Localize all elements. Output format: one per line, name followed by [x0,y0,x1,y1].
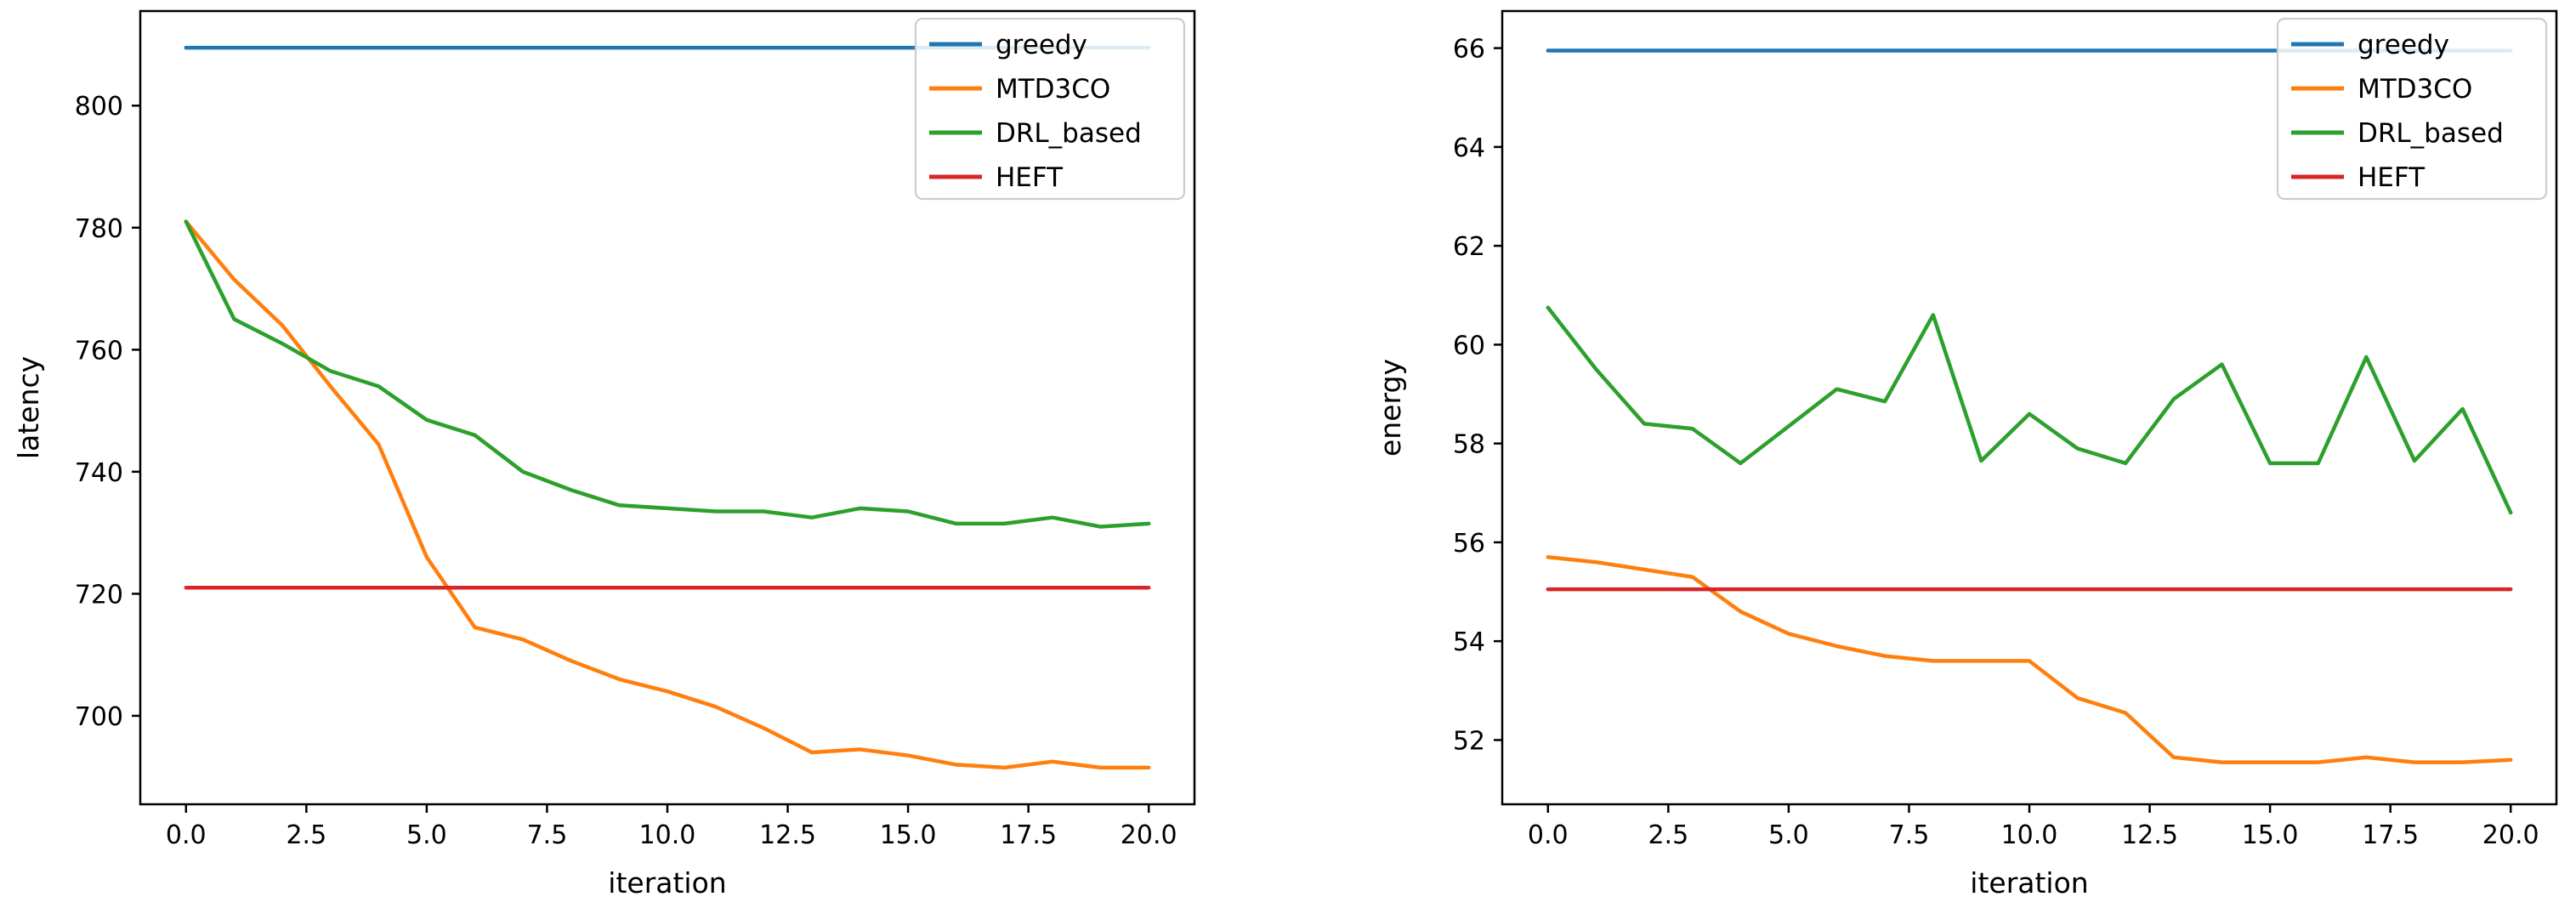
y-tick-label: 56 [1453,529,1485,559]
y-axis-label: energy [1374,359,1407,457]
legend: greedy MTD3CO DRL_based HEFT [914,17,1186,201]
legend-box [914,17,1186,201]
x-axis-ticks: 0.0 2.5 5.0 7.5 10.0 12.5 15.0 17.5 20.0 [1528,804,2539,850]
y-tick-label: 54 [1453,627,1485,657]
series-line-DRL_based [1546,305,2513,515]
y-axis-label: latency [12,356,45,459]
y-tick-label: 52 [1453,726,1485,756]
y-tick-label: 66 [1453,35,1485,65]
y-tick-label: 700 [75,702,123,732]
x-tick-label: 20.0 [1121,820,1177,850]
y-tick-label: 780 [75,214,123,244]
x-tick-label: 12.5 [2121,820,2178,850]
x-tick-label: 7.5 [1889,820,1930,850]
legend-label-HEFT: HEFT [996,162,1064,193]
legend-label-greedy: greedy [2358,30,2449,60]
y-tick-label: 62 [1453,232,1485,262]
legend-label-DRL_based: DRL_based [2358,118,2504,149]
series-line-MTD3CO [184,219,1151,770]
y-tick-label: 800 [75,92,123,122]
legend-label-MTD3CO: MTD3CO [996,74,1110,105]
x-tick-label: 10.0 [639,820,696,850]
y-tick-label: 60 [1453,331,1485,360]
y-tick-label: 720 [75,580,123,610]
legend-label-DRL_based: DRL_based [996,118,1142,149]
x-tick-label: 0.0 [166,820,207,850]
x-tick-label: 10.0 [2001,820,2058,850]
x-tick-label: 12.5 [759,820,816,850]
y-axis-ticks: 52 54 56 58 60 62 64 66 [1453,35,1502,756]
x-tick-label: 2.5 [1648,820,1688,850]
x-tick-label: 17.5 [2362,820,2419,850]
chart-energy: 0.0 2.5 5.0 7.5 10.0 12.5 15.0 17.5 20.0 52 54 56 58… [1288,0,2576,908]
x-tick-label: 15.0 [2242,820,2299,850]
x-tick-label: 7.5 [527,820,568,850]
axes-spines [1501,9,2558,806]
x-tick-label: 2.5 [286,820,326,850]
x-axis-ticks: 0.0 2.5 5.0 7.5 10.0 12.5 15.0 17.5 20.0 [166,804,1177,850]
x-tick-label: 15.0 [880,820,937,850]
y-tick-label: 64 [1453,133,1485,163]
x-tick-label: 5.0 [1768,820,1809,850]
axes-spines [139,9,1196,806]
y-tick-label: 760 [75,336,123,366]
plot-area: 0.0 2.5 5.0 7.5 10.0 12.5 15.0 17.5 20.0 52 54 56 58… [1374,9,2558,899]
x-axis-label: iteration [1970,866,2088,899]
x-tick-label: 0.0 [1528,820,1569,850]
y-tick-label: 58 [1453,430,1485,460]
legend-box [2276,17,2548,201]
x-tick-label: 20.0 [2482,820,2539,850]
y-tick-label: 740 [75,458,123,488]
plot-area: 0.0 2.5 5.0 7.5 10.0 12.5 15.0 17.5 20.0 700 720 74… [12,9,1196,899]
x-tick-label: 17.5 [1000,820,1057,850]
x-axis-label: iteration [608,866,726,899]
y-axis-ticks: 700 720 740 760 780 800 [75,92,140,732]
series-line-DRL_based [184,219,1151,529]
legend-label-HEFT: HEFT [2358,162,2426,193]
chart-latency: 0.0 2.5 5.0 7.5 10.0 12.5 15.0 17.5 20.0 700 720 74… [12,9,1196,899]
x-tick-label: 5.0 [406,820,447,850]
legend: greedy MTD3CO DRL_based HEFT [2276,17,2548,201]
legend-label-greedy: greedy [996,30,1087,60]
legend-label-MTD3CO: MTD3CO [2358,74,2472,105]
